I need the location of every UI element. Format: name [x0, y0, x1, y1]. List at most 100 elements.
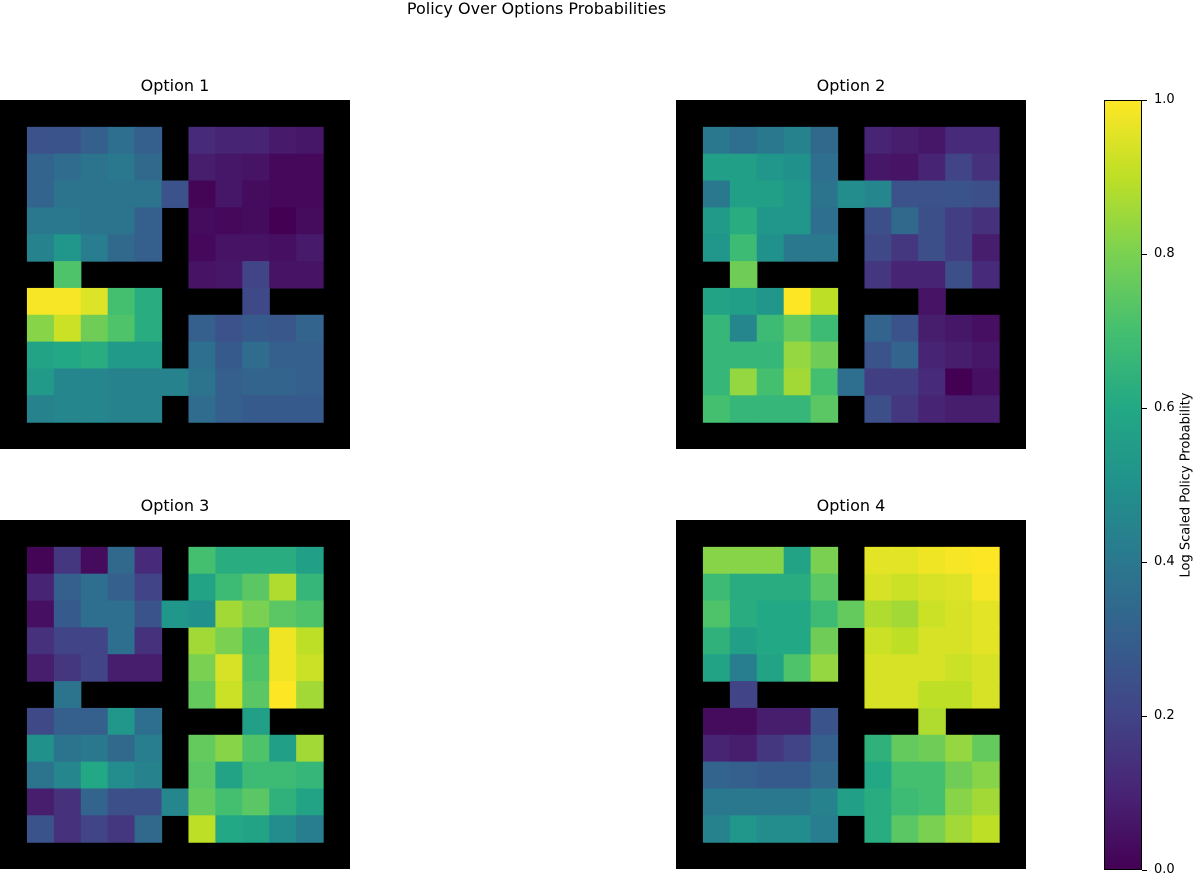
- heatmap-cell: [783, 287, 812, 316]
- panel-title-option-1: Option 1: [140, 76, 210, 95]
- heatmap-cell: [296, 654, 324, 682]
- heatmap-cell: [756, 395, 785, 423]
- heatmap-cell: [756, 341, 785, 370]
- heatmap-cell: [107, 368, 136, 396]
- heatmap-cell: [269, 815, 297, 843]
- heatmap-cell: [810, 627, 839, 655]
- heatmap-cell: [242, 341, 270, 370]
- heatmap-cell: [756, 734, 785, 763]
- heatmap-cell: [188, 761, 216, 790]
- heatmap-cell: [945, 600, 973, 628]
- heatmap-cell: [269, 314, 297, 343]
- heatmap-cell: [702, 788, 731, 816]
- heatmap-cell: [134, 815, 163, 843]
- heatmap-cell: [188, 815, 216, 843]
- heatmap-cell: [107, 654, 136, 682]
- heatmap-cell: [918, 734, 946, 763]
- heatmap-cell: [756, 126, 785, 155]
- heatmap-cell: [26, 627, 55, 655]
- heatmap-cell: [269, 654, 297, 682]
- heatmap-cell: [891, 180, 919, 208]
- heatmap-cell: [188, 126, 216, 155]
- heatmap-cell: [80, 788, 109, 816]
- heatmap-cell: [53, 788, 82, 816]
- heatmap-cell: [215, 600, 243, 628]
- heatmap-cell: [269, 627, 297, 655]
- colorbar-tick-mark: [1142, 100, 1147, 101]
- heatmap-cell: [215, 654, 243, 682]
- heatmap-cell: [269, 153, 297, 182]
- heatmap-cell: [53, 627, 82, 655]
- heatmap-cell: [810, 734, 839, 763]
- heatmap-cell: [729, 788, 758, 816]
- heatmap-cell: [188, 261, 216, 289]
- heatmap-cell: [702, 600, 731, 628]
- heatmap-cell: [26, 180, 55, 208]
- heatmap-cell: [215, 734, 243, 763]
- heatmap-cell: [269, 261, 297, 289]
- heatmap-cell: [296, 261, 324, 289]
- heatmap-cell: [810, 341, 839, 370]
- heatmap-cell: [972, 815, 1000, 843]
- heatmap-cell: [756, 314, 785, 343]
- heatmap-cell: [891, 815, 919, 843]
- heatmap-cell: [53, 153, 82, 182]
- heatmap-cell: [783, 734, 812, 763]
- heatmap-cell: [26, 546, 55, 575]
- heatmap-cell: [729, 573, 758, 602]
- heatmap-cell: [134, 180, 163, 208]
- heatmap-cell: [53, 654, 82, 682]
- heatmap-cell: [215, 207, 243, 235]
- heatmap-cell: [296, 207, 324, 235]
- heatmap-cell: [269, 734, 297, 763]
- heatmap-cell: [783, 234, 812, 262]
- heatmap-cell: [107, 153, 136, 182]
- heatmap-cell: [891, 126, 919, 155]
- heatmap-cell: [918, 153, 946, 182]
- heatmap-cell: [134, 126, 163, 155]
- heatmap-cell: [729, 207, 758, 235]
- heatmap-cell: [972, 126, 1000, 155]
- heatmap-cell: [702, 707, 731, 736]
- heatmap-cell: [891, 341, 919, 370]
- heatmap-cell: [80, 573, 109, 602]
- heatmap-cell: [864, 234, 892, 262]
- heatmap-cell: [702, 341, 731, 370]
- heatmap-cell: [972, 180, 1000, 208]
- heatmap-cell: [756, 761, 785, 790]
- heatmap-cell: [188, 234, 216, 262]
- heatmap-cell: [729, 681, 758, 709]
- heatmap-cell: [26, 788, 55, 816]
- heatmap-cell: [972, 261, 1000, 289]
- heatmap-cell: [864, 627, 892, 655]
- heatmap-cell: [296, 234, 324, 262]
- heatmap-cell: [242, 627, 270, 655]
- heatmap-cell: [134, 546, 163, 575]
- heatmap-cell: [242, 546, 270, 575]
- heatmap-cell: [26, 734, 55, 763]
- heatmap-cell: [729, 126, 758, 155]
- heatmap-cell: [134, 627, 163, 655]
- heatmap-cell: [783, 207, 812, 235]
- heatmap-cell: [972, 546, 1000, 575]
- heatmap-cell: [26, 573, 55, 602]
- heatmap-cell: [134, 707, 163, 736]
- heatmap-cell: [702, 314, 731, 343]
- heatmap-cell: [269, 788, 297, 816]
- colorbar-tick-mark: [1142, 716, 1147, 717]
- heatmap-cell: [918, 761, 946, 790]
- heatmap-cell: [134, 654, 163, 682]
- heatmap-cell: [810, 126, 839, 155]
- heatmap-cell: [107, 734, 136, 763]
- heatmap-cell: [242, 153, 270, 182]
- heatmap-cell: [783, 815, 812, 843]
- heatmap-cell: [80, 234, 109, 262]
- colorbar-tick-label: 0.4: [1154, 554, 1175, 569]
- heatmap-cell: [296, 546, 324, 575]
- colorbar-tick-mark: [1142, 408, 1147, 409]
- heatmap-cell: [107, 395, 136, 423]
- heatmap-cell: [810, 707, 839, 736]
- heatmap-cell: [269, 341, 297, 370]
- heatmap-cell: [269, 126, 297, 155]
- heatmap-cell: [215, 761, 243, 790]
